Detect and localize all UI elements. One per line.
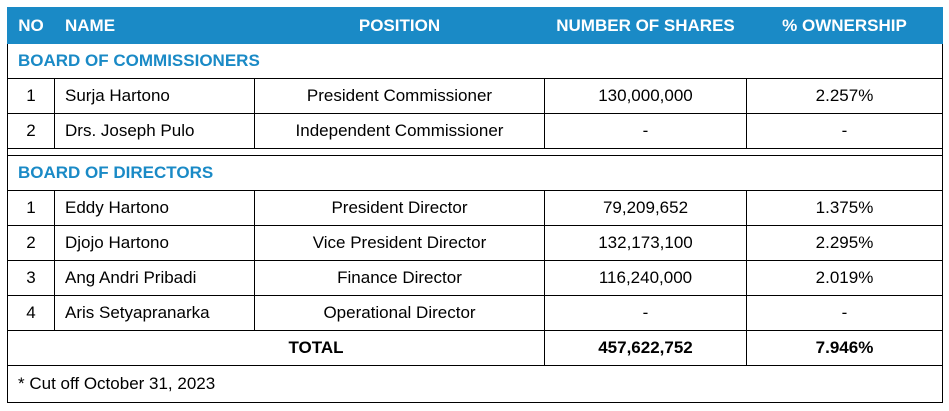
total-label: TOTAL xyxy=(7,330,545,366)
footnote-row: * Cut off October 31, 2023 xyxy=(7,365,943,403)
row-shares: 79,209,652 xyxy=(544,190,747,226)
table-row: 2 Djojo Hartono Vice President Director … xyxy=(7,225,943,261)
row-ownership: 2.257% xyxy=(746,78,943,114)
section-directors: BOARD OF DIRECTORS xyxy=(7,155,943,191)
row-ownership: 1.375% xyxy=(746,190,943,226)
header-ownership: % OWNERSHIP xyxy=(746,7,943,44)
section-title: BOARD OF DIRECTORS xyxy=(7,155,943,191)
row-position: Operational Director xyxy=(254,295,545,331)
row-name: Surja Hartono xyxy=(54,78,255,114)
total-label-text: TOTAL xyxy=(288,338,344,357)
table-row: 1 Surja Hartono President Commissioner 1… xyxy=(7,78,943,114)
row-name: Eddy Hartono xyxy=(54,190,255,226)
table-row: 1 Eddy Hartono President Director 79,209… xyxy=(7,190,943,226)
row-shares: 130,000,000 xyxy=(544,78,747,114)
row-name: Ang Andri Pribadi xyxy=(54,260,255,296)
row-name: Djojo Hartono xyxy=(54,225,255,261)
table-row: 3 Ang Andri Pribadi Finance Director 116… xyxy=(7,260,943,296)
row-position: President Director xyxy=(254,190,545,226)
row-shares: 132,173,100 xyxy=(544,225,747,261)
row-ownership: - xyxy=(746,295,943,331)
header-no: NO xyxy=(7,7,55,44)
shareholding-table: NO NAME POSITION NUMBER OF SHARES % OWNE… xyxy=(7,7,943,403)
row-ownership: - xyxy=(746,113,943,149)
row-position: President Commissioner xyxy=(254,78,545,114)
row-position: Vice President Director xyxy=(254,225,545,261)
row-name: Aris Setyapranarka xyxy=(54,295,255,331)
total-ownership: 7.946% xyxy=(746,330,943,366)
table-header: NO NAME POSITION NUMBER OF SHARES % OWNE… xyxy=(7,7,943,44)
row-ownership: 2.295% xyxy=(746,225,943,261)
shareholding-table-container: NO NAME POSITION NUMBER OF SHARES % OWNE… xyxy=(7,7,943,403)
header-position: POSITION xyxy=(254,7,545,44)
header-name: NAME xyxy=(54,7,255,44)
table-row: 2 Drs. Joseph Pulo Independent Commissio… xyxy=(7,113,943,149)
section-title: BOARD OF COMMISSIONERS xyxy=(7,43,943,79)
header-shares: NUMBER OF SHARES xyxy=(544,7,747,44)
row-position: Independent Commissioner xyxy=(254,113,545,149)
row-no: 1 xyxy=(7,78,55,114)
section-commissioners: BOARD OF COMMISSIONERS xyxy=(7,43,943,79)
row-no: 4 xyxy=(7,295,55,331)
row-no: 1 xyxy=(7,190,55,226)
table-row: 4 Aris Setyapranarka Operational Directo… xyxy=(7,295,943,331)
total-row: TOTAL 457,622,752 7.946% xyxy=(7,330,943,366)
footnote: * Cut off October 31, 2023 xyxy=(7,365,943,403)
row-no: 2 xyxy=(7,113,55,149)
section-separator xyxy=(7,148,943,156)
row-position: Finance Director xyxy=(254,260,545,296)
row-no: 2 xyxy=(7,225,55,261)
row-no: 3 xyxy=(7,260,55,296)
total-shares: 457,622,752 xyxy=(544,330,747,366)
row-shares: - xyxy=(544,113,747,149)
row-ownership: 2.019% xyxy=(746,260,943,296)
row-name: Drs. Joseph Pulo xyxy=(54,113,255,149)
row-shares: 116,240,000 xyxy=(544,260,747,296)
row-shares: - xyxy=(544,295,747,331)
